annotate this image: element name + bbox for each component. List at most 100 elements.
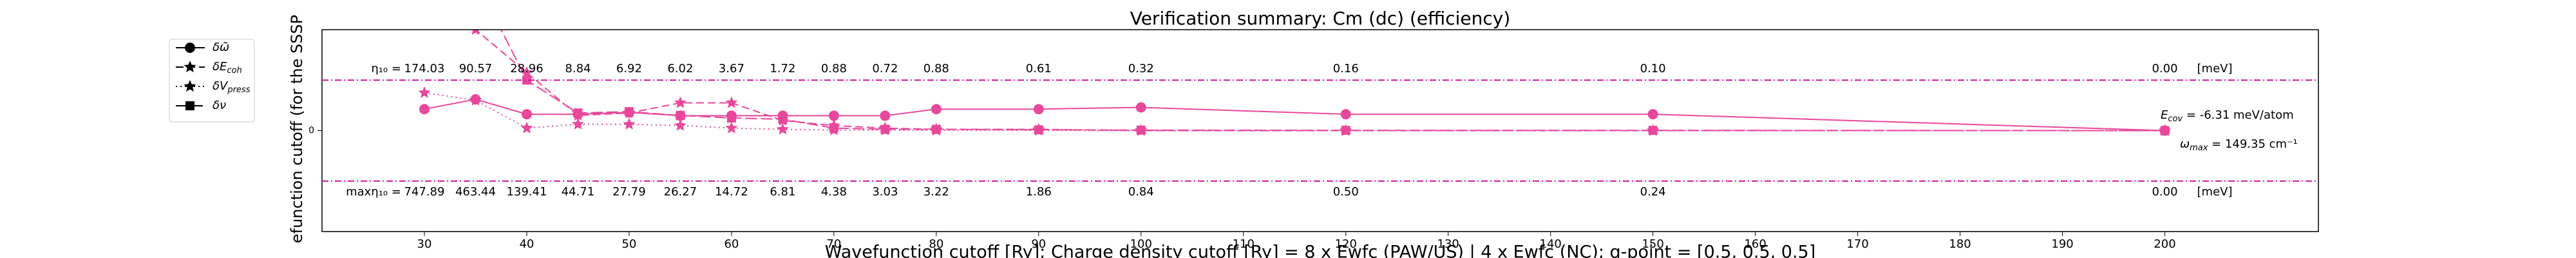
y-axis-label: efunction cutoff (for the SSSP (288, 15, 306, 243)
annotation-value: 0.00 (2152, 62, 2177, 75)
marker (1340, 109, 1351, 120)
marker (469, 94, 482, 106)
chart-title: Verification summary: Cm (dc) (efficienc… (1130, 8, 1511, 29)
marker (880, 110, 891, 121)
x-tick-label: 50 (621, 237, 636, 251)
legend-name: δω̃ (213, 41, 229, 54)
legend-label: δν (213, 99, 226, 112)
annotation-label: η₁₀ = (371, 62, 401, 75)
x-tick-label: 70 (826, 237, 841, 251)
marker (624, 107, 634, 117)
annotation-subscript: max (2190, 143, 2208, 153)
marker (471, 30, 480, 35)
annotation-value: 747.89 (404, 185, 444, 199)
annotation-omega: ωmax = 149.35 cm⁻¹ (2180, 137, 2298, 153)
annotation-value: 0.24 (1640, 185, 1666, 199)
marker (829, 123, 838, 133)
legend-subscript: coh (227, 66, 242, 75)
marker (2160, 126, 2170, 135)
annotation-value: 0.50 (1333, 185, 1359, 199)
y-tick-label: 0 (308, 126, 314, 136)
marker (521, 109, 532, 120)
annotation-value: 3.22 (923, 185, 949, 199)
annotation-value: 0.61 (1026, 62, 1052, 75)
x-tick-label: 120 (1335, 237, 1357, 251)
x-tick-label: 40 (519, 237, 534, 251)
series-line (424, 98, 2165, 132)
annotation-value: 0.84 (1128, 185, 1154, 199)
x-tick-label: 100 (1130, 237, 1152, 251)
x-tick-label: 30 (417, 237, 432, 251)
series-line (424, 92, 2165, 132)
annotation-text: = 149.35 cm⁻¹ (2208, 137, 2297, 151)
marker (1647, 109, 1658, 120)
x-tick-label: 170 (1846, 237, 1868, 251)
marker (184, 80, 196, 92)
annotation-text: = -6.31 meV/atom (2183, 108, 2293, 122)
x-tick-label: 90 (1031, 237, 1046, 251)
annotation-unit: [meV] (2197, 62, 2233, 75)
marker (674, 96, 687, 108)
marker (828, 110, 839, 121)
marker (676, 111, 685, 121)
marker (1033, 104, 1044, 115)
annotation-value: 6.92 (616, 62, 642, 75)
marker (725, 96, 738, 108)
marker (571, 117, 584, 130)
marker (776, 123, 789, 135)
marker (185, 43, 195, 53)
annotation-value: 139.41 (506, 185, 547, 199)
annotation-ecov: Ecov = -6.31 meV/atom (2161, 108, 2294, 124)
marker (418, 86, 431, 98)
x-tick-label: 60 (724, 237, 739, 251)
annotation-value: 0.10 (1640, 62, 1666, 75)
annotation-label: maxη₁₀ = (346, 185, 401, 199)
marker (419, 104, 430, 115)
x-tick-label: 200 (2154, 237, 2175, 251)
annotation-value: 44.71 (562, 185, 595, 199)
x-tick-label: 150 (1642, 237, 1663, 251)
x-tick-label: 80 (929, 237, 943, 251)
annotation-value: 3.67 (719, 62, 744, 75)
annotation-subscript: cov (2168, 114, 2183, 124)
annotation-value: 463.44 (455, 185, 496, 199)
marker (1034, 125, 1043, 135)
marker (1341, 126, 1350, 135)
legend-box (169, 39, 255, 123)
annotation-value: 0.16 (1333, 62, 1359, 75)
annotation-value: 0.32 (1128, 62, 1154, 75)
x-tick-label: 190 (2051, 237, 2073, 251)
annotation-value: 3.03 (872, 185, 898, 199)
x-axis-label: Wavefunction cutoff [Ry]; Charge density… (825, 243, 1816, 258)
marker (1136, 125, 1146, 135)
annotation-value: 14.72 (715, 185, 748, 199)
x-tick-label: 140 (1540, 237, 1562, 251)
annotation-value: 90.57 (459, 62, 493, 75)
annotation-value: 6.02 (667, 62, 693, 75)
series-line (500, 30, 2165, 132)
legend-name: δν (213, 99, 226, 112)
legend-name: δV (213, 79, 229, 93)
marker (520, 66, 533, 78)
marker (185, 101, 194, 110)
marker (880, 124, 890, 134)
annotation-value: 26.27 (664, 185, 697, 199)
x-tick-label: 180 (1949, 237, 1971, 251)
marker (1135, 102, 1146, 113)
marker (674, 119, 687, 131)
annotation-value: 1.86 (1026, 185, 1052, 199)
annotation-value: 174.03 (404, 62, 444, 75)
legend-subscript: press (227, 85, 250, 95)
annotation-value: 0.72 (872, 62, 898, 75)
marker (726, 113, 736, 123)
annotation-value: 4.38 (821, 185, 847, 199)
annotation-value: 0.88 (821, 62, 847, 75)
marker (623, 117, 636, 130)
marker (931, 124, 941, 134)
x-tick-label: 130 (1437, 237, 1459, 251)
annotation-symbol: E (2161, 108, 2168, 122)
annotation-unit: [meV] (2197, 185, 2233, 199)
